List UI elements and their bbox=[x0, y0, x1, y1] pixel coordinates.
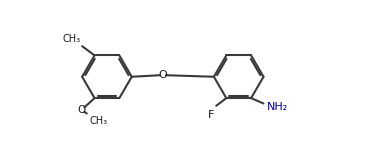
Text: CH₃: CH₃ bbox=[62, 34, 81, 44]
Text: NH₂: NH₂ bbox=[267, 102, 289, 112]
Text: F: F bbox=[208, 110, 214, 120]
Text: CH₃: CH₃ bbox=[90, 116, 108, 126]
Text: O: O bbox=[158, 70, 167, 80]
Text: O: O bbox=[77, 105, 86, 115]
